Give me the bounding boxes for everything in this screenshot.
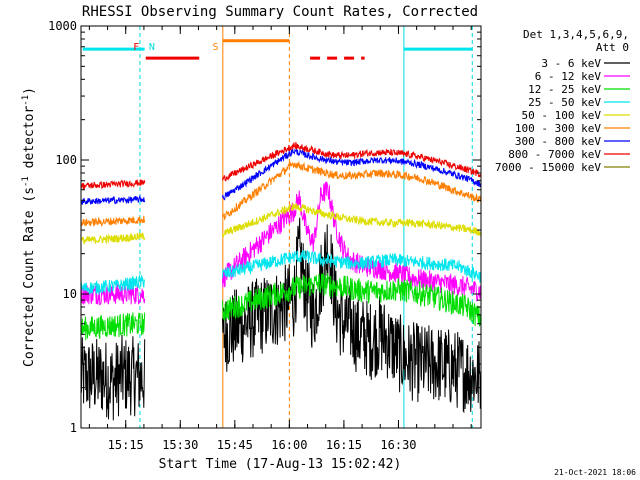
series-line-1-seg-0 <box>80 283 146 306</box>
x-tick-label-2: 15:45 <box>217 438 253 452</box>
legend-label-8: 7000 - 15000 keV <box>495 161 601 174</box>
series-line-2-seg-1 <box>222 271 482 327</box>
flag-annotation-2: S <box>213 42 219 53</box>
chart-title: RHESSI Observing Summary Count Rates, Co… <box>82 4 478 20</box>
flag-annotation-0: N <box>149 42 155 53</box>
series-line-6-seg-1 <box>222 147 482 201</box>
y-tick-label-2: 100 <box>55 153 77 167</box>
y-tick-label-1: 10 <box>63 287 77 301</box>
series-line-5-seg-1 <box>222 161 482 221</box>
series-line-0-seg-1 <box>222 217 482 414</box>
legend-label-6: 300 - 800 keV <box>515 135 601 148</box>
series-line-6-seg-0 <box>80 194 146 205</box>
plot-data: NF S <box>80 26 482 428</box>
footer-date: 21-Oct-2021 18:06 <box>554 468 636 477</box>
flag-annotation-1: F <box>133 42 139 53</box>
legend-label-3: 25 - 50 keV <box>528 96 601 109</box>
legend-label-7: 800 - 7000 keV <box>508 148 601 161</box>
series-line-7-seg-0 <box>80 179 146 191</box>
series-line-5-seg-0 <box>80 215 146 227</box>
plot-border <box>80 25 482 429</box>
legend-label-1: 6 - 12 keV <box>535 70 602 83</box>
series-line-3-seg-0 <box>80 274 146 296</box>
legend-label-4: 50 - 100 keV <box>522 109 602 122</box>
plot-frame: 1 10 100 1000 15:15 15:30 15:45 16:00 16:15 16:30 <box>48 19 482 452</box>
legend-header-1: Att 0 <box>596 41 629 54</box>
x-tick-label-4: 16:15 <box>326 438 362 452</box>
series-line-3-seg-1 <box>222 250 482 283</box>
series-line-4-seg-1 <box>222 203 481 238</box>
series-line-4-seg-0 <box>80 232 146 245</box>
series-line-7-seg-1 <box>222 141 482 182</box>
y-tick-label-0: 1 <box>70 421 77 435</box>
x-tick-label-3: 16:00 <box>271 438 307 452</box>
legend-header-0: Det 1,3,4,5,6,9, <box>523 28 629 41</box>
series-line-2-seg-0 <box>80 312 146 341</box>
legend-label-0: 3 - 6 keV <box>541 57 601 70</box>
x-tick-label-1: 15:30 <box>162 438 198 452</box>
series-line-1-seg-1 <box>222 181 482 302</box>
y-axis-label: Corrected Count Rate (s-1 detector-1) <box>21 87 37 367</box>
x-tick-label-5: 16:30 <box>380 438 416 452</box>
series-line-0-seg-0 <box>80 334 146 421</box>
y-tick-label-3: 1000 <box>48 19 77 33</box>
x-axis-label: Start Time (17-Aug-13 15:02:42) <box>159 457 402 472</box>
x-tick-label-0: 15:15 <box>108 438 144 452</box>
legend-label-2: 12 - 25 keV <box>528 83 601 96</box>
legend-label-5: 100 - 300 keV <box>515 122 601 135</box>
